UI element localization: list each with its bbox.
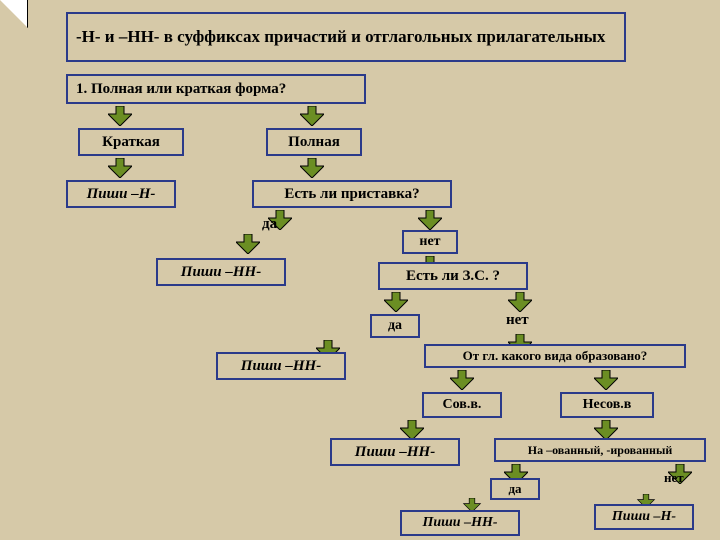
write-n-2: Пиши –Н- <box>594 504 694 530</box>
write-nn-1: Пиши –НН- <box>156 258 286 286</box>
arrow <box>594 370 618 390</box>
no2: нет <box>506 312 529 329</box>
yes3-box: да <box>490 478 540 500</box>
sov-box: Сов.в. <box>422 392 502 418</box>
q-zs-box: Есть ли З.С. ? <box>378 262 528 290</box>
arrow <box>594 420 618 440</box>
short-box: Краткая <box>78 128 184 156</box>
write-nn-4: Пиши –НН- <box>400 510 520 536</box>
full-box: Полная <box>266 128 362 156</box>
arrow <box>508 292 532 312</box>
arrow <box>400 420 424 440</box>
arrow <box>236 234 260 254</box>
arrow <box>108 158 132 178</box>
write-n-1: Пиши –Н- <box>66 180 176 208</box>
arrow <box>108 106 132 126</box>
arrow <box>450 370 474 390</box>
nesov-box: Несов.в <box>560 392 654 418</box>
q-aspect-box: От гл. какого вида образовано? <box>424 344 686 368</box>
q1-text: 1. Полная или краткая форма? <box>76 81 286 98</box>
arrow <box>300 106 324 126</box>
q-ovan-box: На –ованный, -ированный <box>494 438 706 462</box>
arrow <box>418 210 442 230</box>
no1-box: нет <box>402 230 458 254</box>
full-text: Полная <box>288 134 340 151</box>
title-box: -Н- и –НН- в суффиксах причастий и отгла… <box>66 12 626 62</box>
short-text: Краткая <box>102 134 160 151</box>
arrow <box>300 158 324 178</box>
q-prefix-box: Есть ли приставка? <box>252 180 452 208</box>
yes1: да <box>262 216 277 233</box>
yes2-box: да <box>370 314 420 338</box>
q1-box: 1. Полная или краткая форма? <box>66 74 366 104</box>
arrow <box>384 292 408 312</box>
title-text: -Н- и –НН- в суффиксах причастий и отгла… <box>76 27 605 47</box>
write-nn-3: Пиши –НН- <box>330 438 460 466</box>
no3: нет <box>664 470 684 486</box>
write-nn-2: Пиши –НН- <box>216 352 346 380</box>
